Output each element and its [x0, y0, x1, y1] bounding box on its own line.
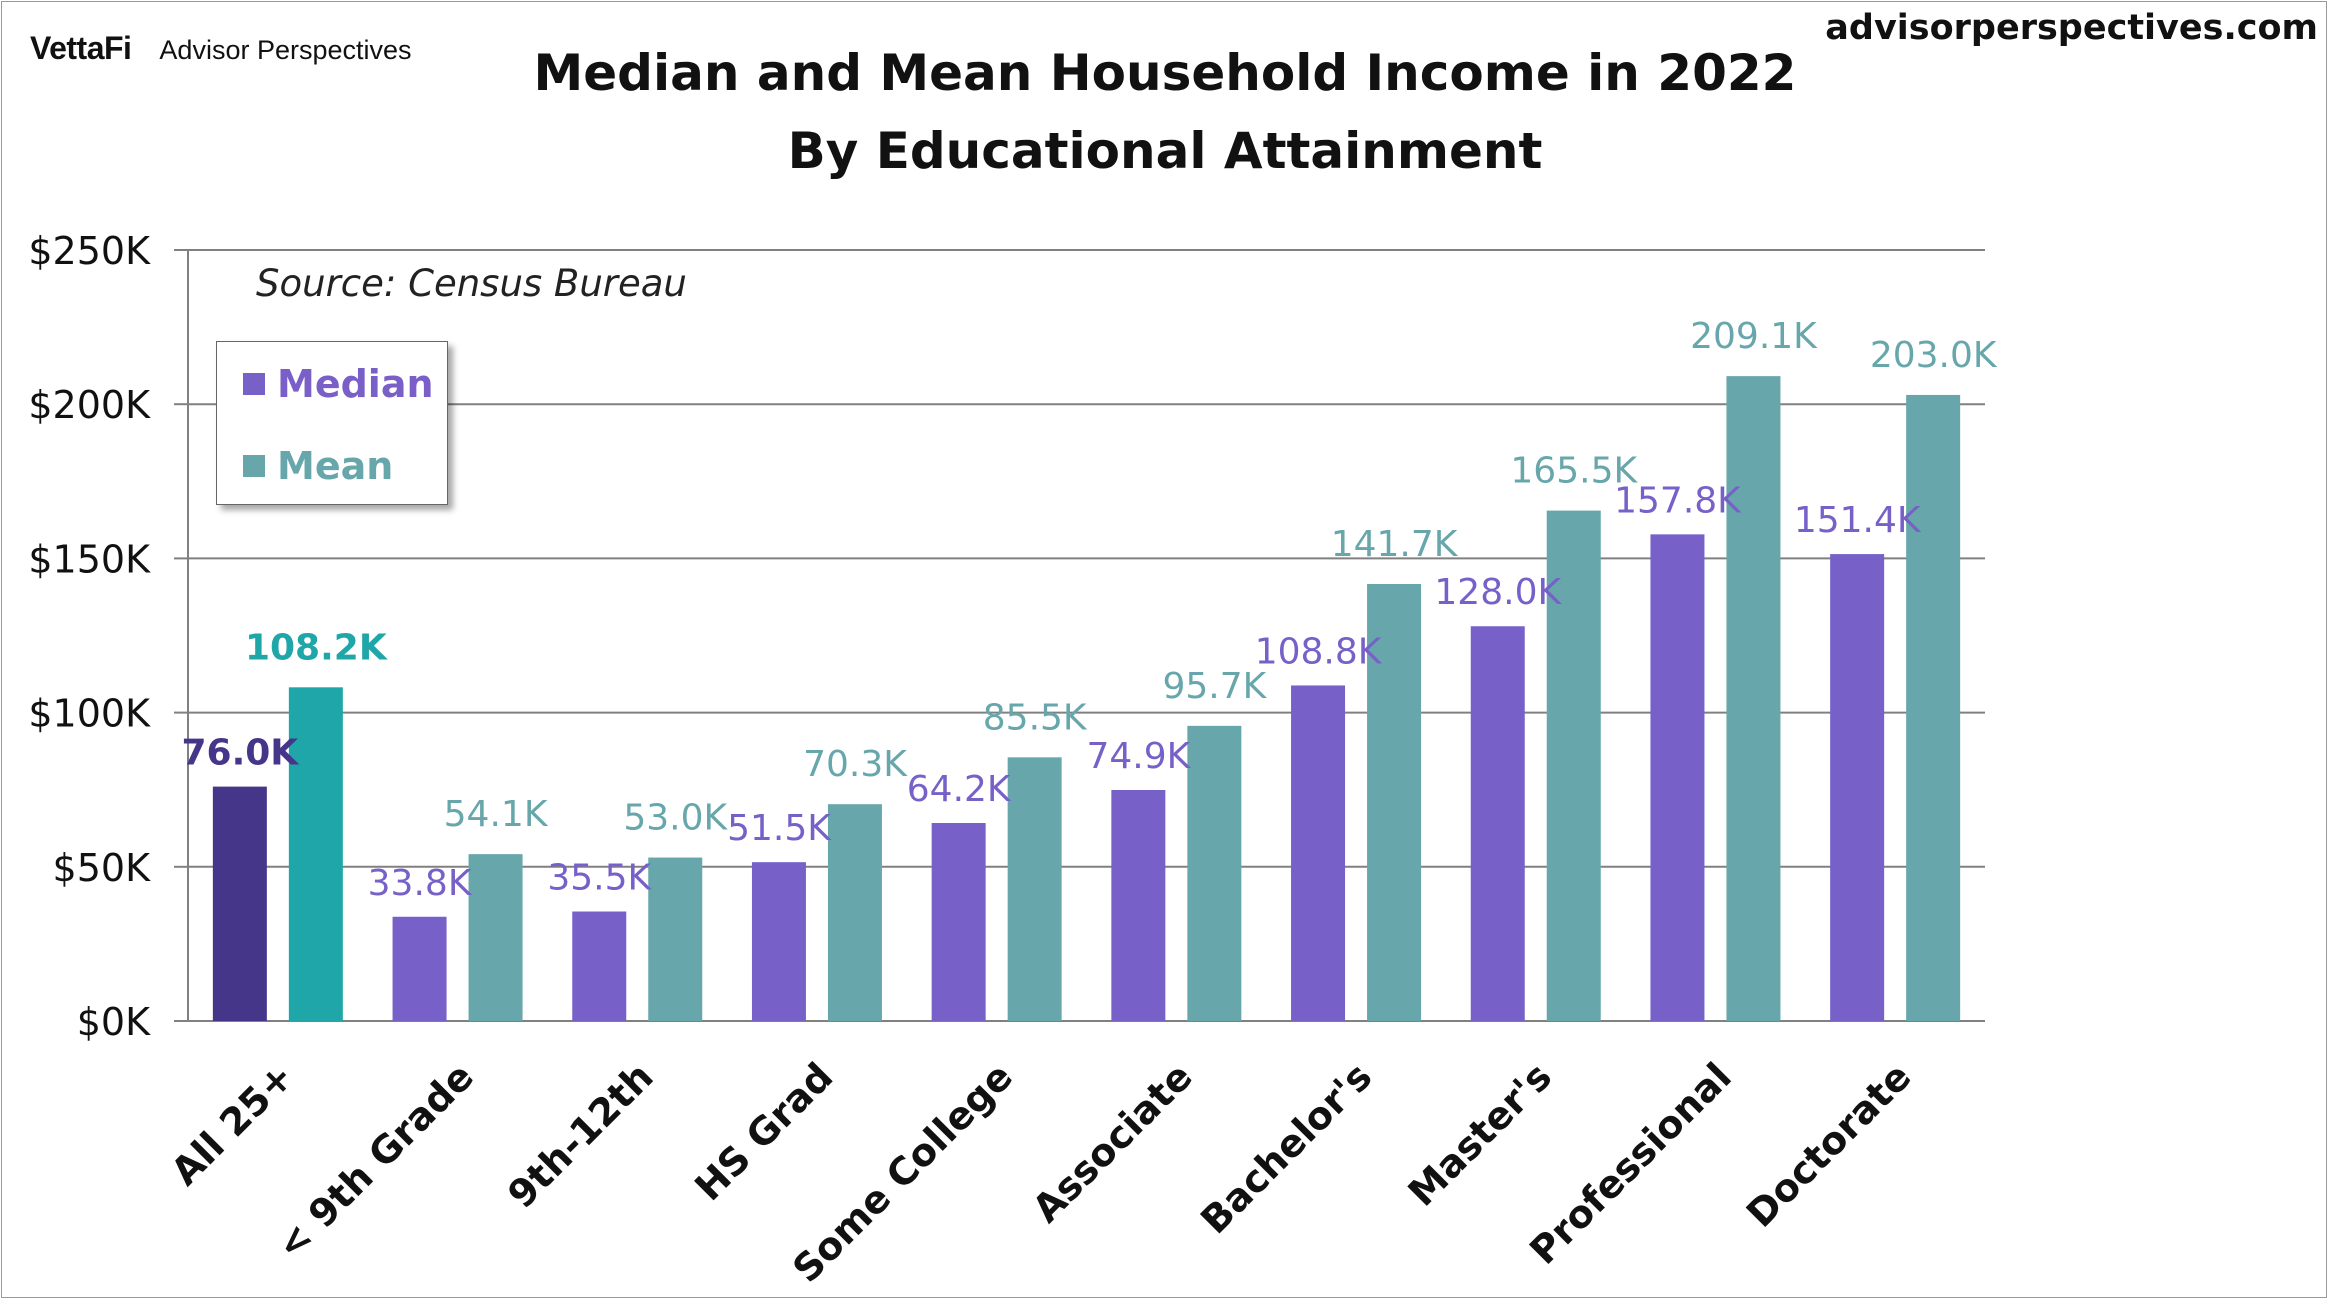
x-category-label: Associate — [1024, 1054, 1201, 1231]
x-category-label: Master's — [1400, 1054, 1561, 1215]
bar-median — [1830, 554, 1885, 1021]
vettafi-logo: VettaFi — [30, 30, 132, 66]
data-label-mean: 141.7K — [1331, 524, 1459, 565]
data-label-median: 35.5K — [547, 858, 652, 899]
data-label-median: 76.0K — [181, 733, 299, 774]
y-tick-label: $100K — [28, 692, 151, 736]
bar-mean — [1906, 394, 1961, 1021]
data-label-mean: 95.7K — [1162, 666, 1267, 707]
data-label-mean: 54.1K — [444, 794, 549, 835]
bar-median — [392, 916, 447, 1021]
x-category-label: HS Grad — [686, 1054, 841, 1209]
bar-median — [1650, 534, 1705, 1021]
chart-subtitle: By Educational Attainment — [787, 122, 1543, 180]
data-label-mean: 85.5K — [983, 697, 1088, 738]
y-tick-label: $150K — [28, 537, 151, 581]
bar-mean — [1007, 757, 1062, 1021]
x-category-label: Bachelor's — [1192, 1054, 1380, 1242]
bar-mean — [1726, 376, 1781, 1021]
x-category-label: All 25+ — [163, 1054, 303, 1194]
bar-mean — [1187, 725, 1242, 1021]
bar-median — [931, 823, 986, 1021]
legend-swatch-median — [243, 373, 265, 395]
bar-median — [1111, 790, 1166, 1021]
data-label-mean: 203.0K — [1870, 335, 1998, 376]
data-label-median: 74.9K — [1086, 736, 1191, 777]
bar-mean — [1546, 510, 1601, 1021]
chart-legend: Median Mean — [216, 341, 448, 505]
chart-title: Median and Mean Household Income in 2022 — [533, 44, 1797, 102]
data-label-mean: 70.3K — [803, 744, 908, 785]
data-label-median: 33.8K — [368, 863, 473, 904]
data-label-mean: 165.5K — [1510, 451, 1638, 492]
bar-median — [751, 862, 806, 1021]
data-label-median: 51.5K — [727, 808, 832, 849]
site-url[interactable]: advisorperspectives.com — [1825, 8, 2318, 48]
data-label-median: 151.4K — [1794, 500, 1922, 541]
data-label-median: 157.8K — [1614, 480, 1742, 521]
bar-mean — [827, 804, 882, 1021]
brand-header: VettaFi Advisor Perspectives — [30, 30, 412, 67]
legend-item-mean: Mean — [243, 444, 393, 488]
bar-median — [1470, 626, 1525, 1021]
bar-median — [572, 911, 627, 1021]
legend-label-median: Median — [277, 362, 434, 406]
source-note: Source: Census Bureau — [256, 262, 687, 305]
legend-label-mean: Mean — [277, 444, 394, 488]
y-tick-label: $250K — [28, 229, 151, 273]
data-label-mean: 209.1K — [1690, 316, 1818, 357]
data-label-median: 64.2K — [907, 769, 1012, 810]
y-tick-label: $200K — [28, 383, 151, 427]
bar-mean — [648, 857, 703, 1021]
y-tick-label: $50K — [53, 846, 152, 890]
x-category-label: Doctorate — [1738, 1054, 1920, 1236]
bar-median — [212, 786, 267, 1021]
bar-median — [1291, 685, 1346, 1021]
legend-item-median: Median — [243, 362, 434, 406]
data-label-median: 128.0K — [1434, 572, 1562, 613]
bar-mean — [288, 687, 343, 1021]
x-category-label: 9th-12th — [499, 1054, 661, 1216]
y-tick-label: $0K — [77, 1000, 151, 1044]
legend-swatch-mean — [243, 455, 265, 477]
brand-name: Advisor Perspectives — [159, 35, 412, 65]
bar-mean — [468, 854, 523, 1021]
bar-mean — [1367, 583, 1422, 1021]
data-label-mean: 53.0K — [623, 798, 728, 839]
data-label-mean: 108.2K — [245, 627, 388, 668]
data-label-median: 108.8K — [1255, 631, 1383, 672]
